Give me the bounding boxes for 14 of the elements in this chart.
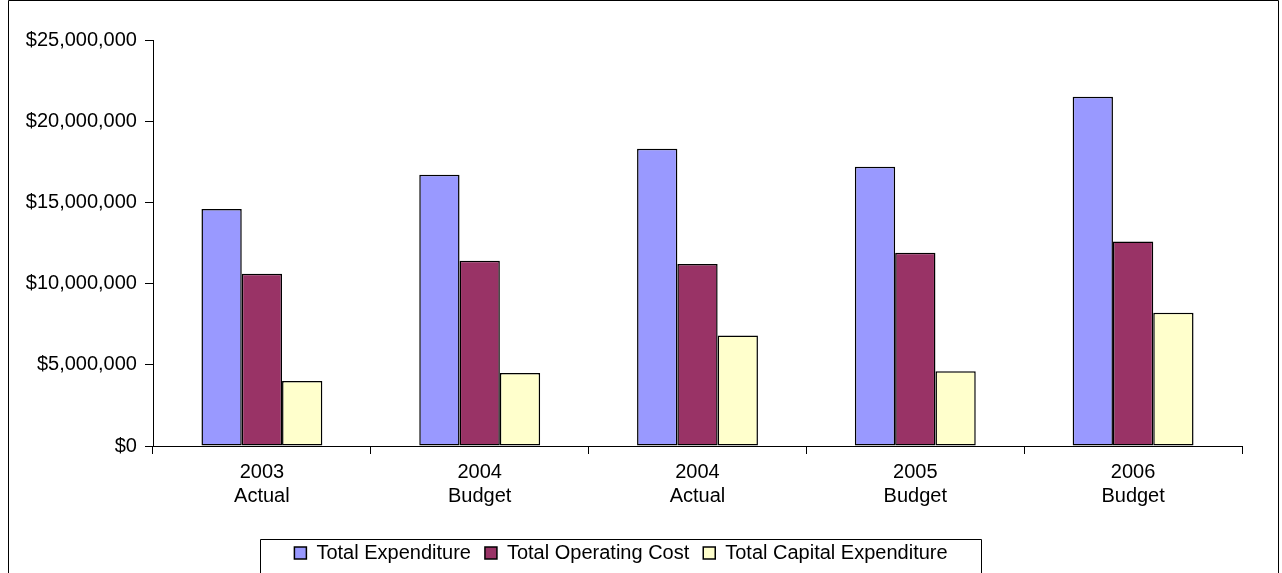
x-tick-label: 2004 Actual xyxy=(669,459,726,506)
y-tick-label: $0 xyxy=(114,433,137,456)
x-tick-label: 2005 Budget xyxy=(883,459,948,506)
y-tick-label: $10,000,000 xyxy=(25,271,137,294)
x-tick-label: 2006 Budget xyxy=(1101,459,1166,506)
x-tick-label: 2004 Budget xyxy=(448,459,512,506)
y-tick-label: $5,000,000 xyxy=(36,352,137,375)
y-tick-label: $15,000,000 xyxy=(25,189,137,212)
legend-label: Total Expenditure xyxy=(316,540,471,563)
y-tick-label: $25,000,000 xyxy=(25,27,137,50)
x-tick-label: 2003 Actual xyxy=(234,459,290,506)
y-tick-label: $20,000,000 xyxy=(25,108,137,131)
legend-label: Total Operating Cost xyxy=(506,540,690,563)
legend-label: Total Capital Expenditure xyxy=(725,540,948,563)
